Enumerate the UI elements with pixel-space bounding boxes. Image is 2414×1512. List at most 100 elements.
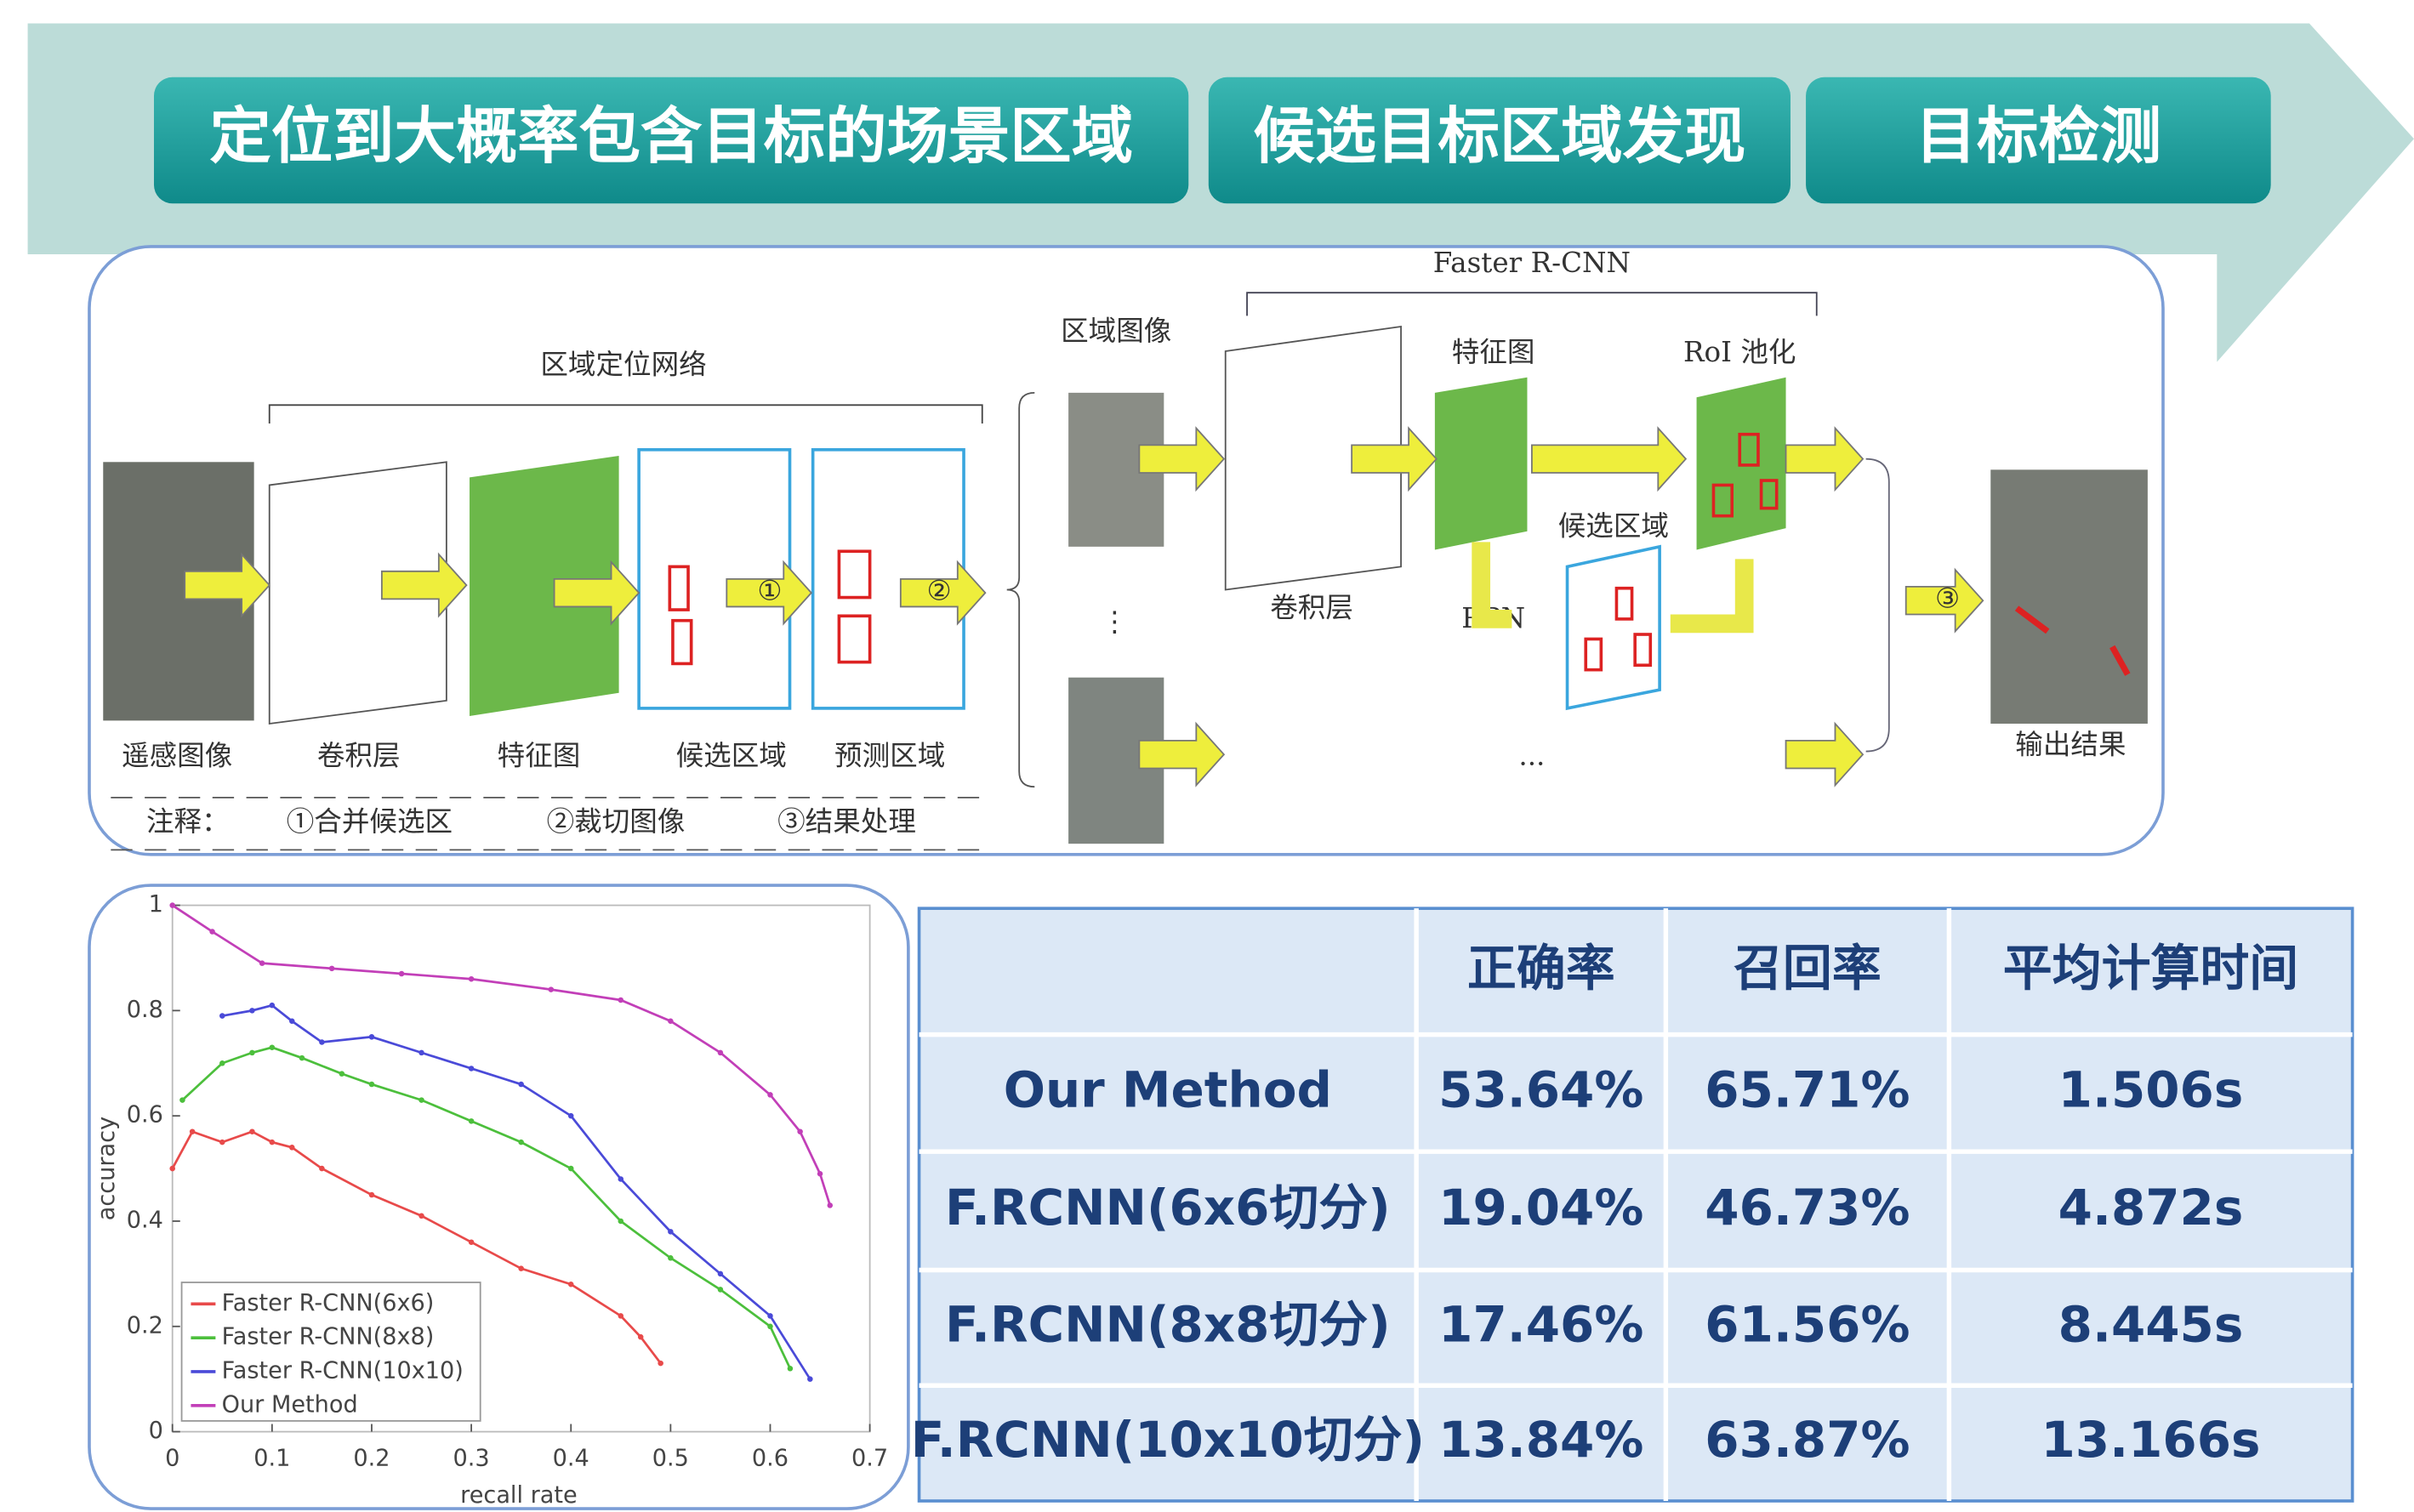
y-tick-label: 0.4 bbox=[127, 1207, 163, 1233]
point bbox=[319, 1039, 325, 1045]
step-mark: ③ bbox=[1935, 583, 1960, 615]
point bbox=[169, 1166, 175, 1172]
point bbox=[418, 1097, 424, 1103]
row-header: Our Method bbox=[1004, 1060, 1332, 1118]
point bbox=[399, 971, 405, 977]
x-tick-label: 0.2 bbox=[353, 1446, 390, 1472]
cell: 46.73% bbox=[1705, 1179, 1910, 1236]
label: 区域图像 bbox=[1061, 315, 1171, 347]
column-header: 召回率 bbox=[1734, 940, 1882, 998]
point bbox=[718, 1050, 724, 1056]
point bbox=[249, 1128, 255, 1134]
x-tick-label: 0 bbox=[165, 1446, 179, 1472]
label: 候选区域 bbox=[1558, 510, 1669, 543]
point bbox=[718, 1271, 724, 1277]
point bbox=[259, 960, 265, 966]
point bbox=[618, 998, 624, 1003]
step-label: 定位到大概率包含目标的场景区域 bbox=[209, 101, 1133, 173]
point bbox=[807, 1376, 813, 1382]
step-mark: ① bbox=[757, 575, 782, 607]
x-tick-label: 0.7 bbox=[851, 1446, 888, 1472]
point bbox=[418, 1050, 424, 1056]
y-tick-label: 0 bbox=[149, 1418, 163, 1444]
point bbox=[518, 1265, 524, 1271]
slide: 定位到大概率包含目标的场景区域 候选目标区域发现 目标检测 区域定位网络 Fas… bbox=[0, 0, 2414, 1512]
cell: 61.56% bbox=[1705, 1296, 1910, 1354]
note-item: ①合并候选区 bbox=[287, 805, 453, 838]
label: 特征图 bbox=[1452, 336, 1535, 368]
x-axis-label: recall rate bbox=[460, 1482, 578, 1509]
point bbox=[658, 1361, 663, 1367]
point bbox=[289, 1018, 295, 1024]
point bbox=[249, 1008, 255, 1014]
y-tick-label: 0.8 bbox=[127, 997, 163, 1023]
label: 卷积层 bbox=[317, 739, 401, 771]
label: 卷积层 bbox=[1270, 592, 1353, 624]
label: Faster R-CNN bbox=[1433, 247, 1631, 279]
row-header: F.RCNN(6x6切分) bbox=[945, 1179, 1391, 1236]
point bbox=[767, 1324, 773, 1330]
point bbox=[469, 1066, 475, 1071]
cell: 19.04% bbox=[1438, 1179, 1643, 1236]
label: 预测区域 bbox=[834, 739, 945, 771]
label: ... bbox=[1518, 739, 1545, 771]
point bbox=[549, 986, 555, 992]
point bbox=[568, 1166, 574, 1172]
point bbox=[469, 976, 475, 982]
cell: 13.166s bbox=[2041, 1411, 2261, 1469]
label: 遥感图像 bbox=[122, 739, 232, 771]
x-tick-label: 0.4 bbox=[553, 1446, 589, 1472]
y-axis-label: accuracy bbox=[94, 1117, 120, 1220]
point bbox=[788, 1366, 794, 1372]
point bbox=[190, 1128, 196, 1134]
point bbox=[828, 1202, 834, 1208]
point bbox=[329, 966, 335, 972]
point bbox=[469, 1239, 475, 1245]
step-mark: ② bbox=[926, 575, 951, 607]
note-item: ③结果处理 bbox=[777, 805, 916, 838]
cell: 65.71% bbox=[1705, 1060, 1910, 1118]
candidate-box bbox=[1568, 547, 1660, 708]
row-header: F.RCNN(8x8切分) bbox=[945, 1296, 1391, 1354]
label: RoI 池化 bbox=[1683, 336, 1796, 368]
y-tick-label: 0.2 bbox=[127, 1312, 163, 1339]
column-header: 正确率 bbox=[1467, 940, 1615, 998]
point bbox=[668, 1229, 674, 1235]
point bbox=[518, 1082, 524, 1088]
column-header: 平均计算时间 bbox=[2003, 940, 2298, 998]
point bbox=[369, 1082, 375, 1088]
point bbox=[469, 1118, 475, 1124]
legend-label: Faster R-CNN(8x8) bbox=[222, 1324, 435, 1350]
point bbox=[169, 902, 175, 908]
point bbox=[618, 1219, 624, 1225]
label: 区域定位网络 bbox=[540, 349, 706, 381]
point bbox=[518, 1140, 524, 1145]
point bbox=[817, 1171, 823, 1177]
legend-label: Faster R-CNN(6x6) bbox=[222, 1290, 435, 1316]
point bbox=[339, 1071, 345, 1077]
label: 候选区域 bbox=[676, 739, 787, 771]
point bbox=[219, 1013, 225, 1019]
legend-label: Faster R-CNN(10x10) bbox=[222, 1357, 464, 1384]
cell: 17.46% bbox=[1438, 1296, 1643, 1354]
point bbox=[618, 1176, 624, 1182]
image bbox=[1990, 469, 2148, 724]
label: 特征图 bbox=[498, 739, 581, 771]
note-item: ②裁切图像 bbox=[547, 805, 686, 838]
step-label: 候选目标区域发现 bbox=[1253, 101, 1745, 173]
point bbox=[718, 1287, 724, 1293]
step-label: 目标检测 bbox=[1916, 101, 2162, 173]
x-tick-label: 0.5 bbox=[652, 1446, 689, 1472]
cell: 13.84% bbox=[1438, 1411, 1643, 1469]
cell: 4.872s bbox=[2058, 1179, 2244, 1236]
point bbox=[638, 1334, 644, 1340]
point bbox=[179, 1097, 185, 1103]
feature-map bbox=[1435, 378, 1528, 550]
point bbox=[618, 1313, 624, 1319]
point bbox=[418, 1214, 424, 1219]
point bbox=[767, 1092, 773, 1098]
point bbox=[369, 1192, 375, 1198]
point bbox=[219, 1060, 225, 1066]
point bbox=[767, 1313, 773, 1319]
x-tick-label: 0.3 bbox=[453, 1446, 490, 1472]
